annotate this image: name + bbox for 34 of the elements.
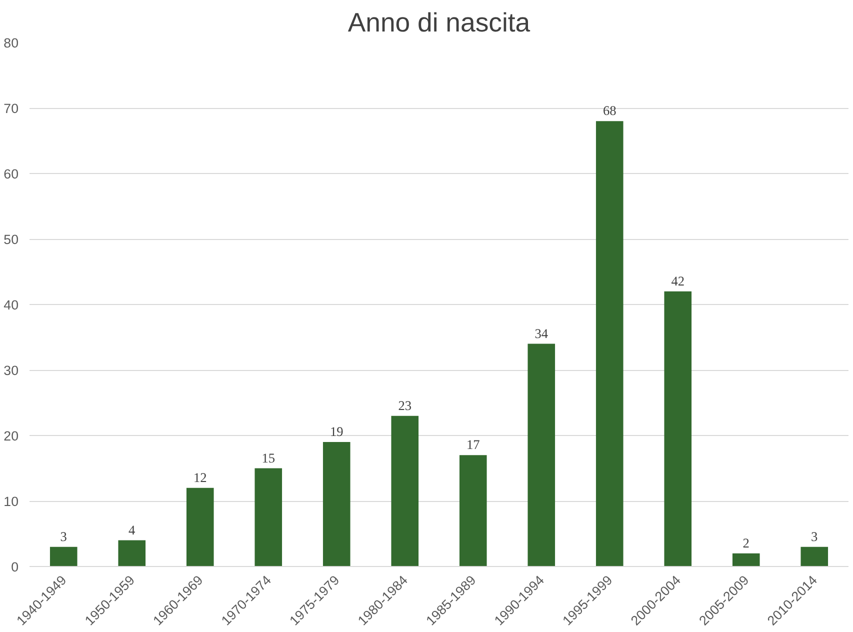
data-label: 68 <box>602 103 617 118</box>
y-tick-label: 70 <box>4 101 19 116</box>
bar <box>732 553 760 566</box>
data-label: 3 <box>811 528 818 544</box>
bar <box>800 546 828 566</box>
y-tick-label: 60 <box>4 166 19 182</box>
data-label: 15 <box>262 450 276 466</box>
bar <box>254 468 282 566</box>
data-label: 2 <box>742 535 750 550</box>
data-label: 3 <box>60 528 68 544</box>
y-tick-label: 0 <box>11 560 19 574</box>
bar <box>118 540 146 566</box>
data-label: 34 <box>534 326 548 341</box>
y-tick-label: 20 <box>4 428 19 444</box>
bar <box>322 442 350 566</box>
y-tick-label: 10 <box>4 494 19 509</box>
data-label: 17 <box>466 437 480 452</box>
bar <box>459 455 487 566</box>
data-label: 12 <box>193 470 207 485</box>
bar <box>528 344 556 566</box>
data-label: 19 <box>330 424 344 440</box>
data-label: 23 <box>398 398 412 413</box>
y-tick-label: 40 <box>4 298 19 312</box>
bar <box>391 416 419 566</box>
data-label: 42 <box>671 273 685 288</box>
y-tick-label: 80 <box>4 36 19 50</box>
bar <box>186 488 214 566</box>
chart-title: Anno di nascita <box>348 8 530 38</box>
bar <box>50 546 78 566</box>
data-label: 4 <box>128 522 136 538</box>
bar <box>596 121 624 566</box>
y-tick-label: 30 <box>4 363 19 378</box>
bar <box>664 291 692 566</box>
y-tick-label: 50 <box>4 232 19 247</box>
